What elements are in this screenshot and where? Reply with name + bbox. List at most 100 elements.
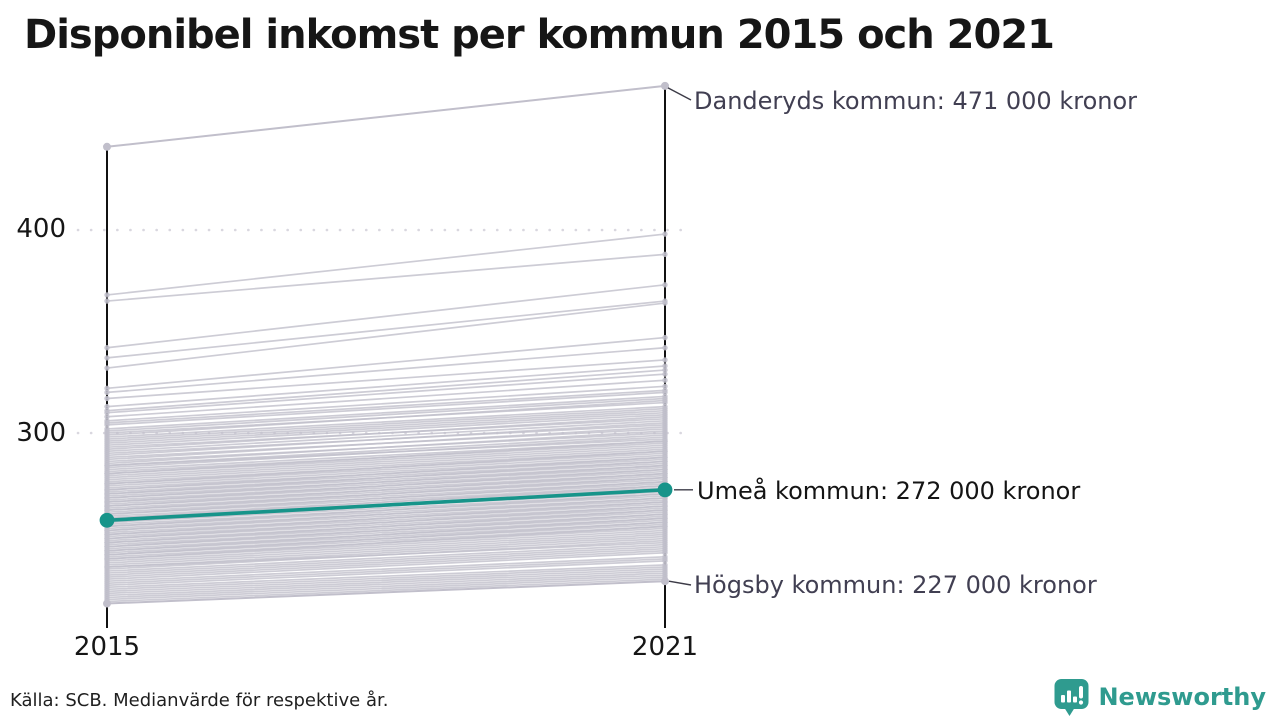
line-endpoint-2021 <box>662 334 668 341</box>
line-endpoint-2021 <box>662 448 668 454</box>
annotated-slope-line <box>106 580 666 605</box>
background-slope-line <box>106 346 666 394</box>
background-slope-line <box>106 570 666 595</box>
line-endpoint-2021 <box>662 424 668 430</box>
background-slope-line <box>106 426 666 461</box>
line-endpoint-2015 <box>104 395 110 402</box>
background-slope-line <box>106 419 666 453</box>
background-slope-line <box>106 395 666 430</box>
line-endpoint-2015 <box>104 385 110 392</box>
background-slope-line <box>106 476 666 511</box>
background-slope-line <box>106 549 666 578</box>
background-slope-line <box>106 539 666 570</box>
background-slope-line <box>106 385 666 422</box>
line-endpoint-2015 <box>104 292 110 298</box>
background-slope-line <box>106 545 666 574</box>
background-slope-line <box>106 484 666 520</box>
background-slope-line <box>106 409 666 442</box>
background-slope-line <box>106 464 666 499</box>
line-endpoint-2021 <box>662 383 668 390</box>
annotated-endpoint-2015 <box>103 142 111 151</box>
line-endpoint-2021 <box>662 470 668 477</box>
line-endpoint-2021 <box>662 414 668 420</box>
line-endpoint-2021 <box>662 345 668 351</box>
line-endpoint-2021 <box>662 434 668 440</box>
line-endpoint-2021 <box>662 499 668 505</box>
background-slope-line <box>106 399 666 436</box>
background-slope-line <box>106 574 666 599</box>
line-endpoint-2015 <box>104 389 110 396</box>
line-endpoint-2021 <box>662 511 668 517</box>
background-slope-line <box>106 558 666 585</box>
background-slope-line <box>106 551 666 581</box>
line-endpoint-2021 <box>662 558 668 564</box>
chart-title: Disponibel inkomst per kommun 2015 och 2… <box>24 12 1055 58</box>
highlight-endpoint-2021 <box>657 482 673 498</box>
line-endpoint-2015 <box>104 414 110 420</box>
background-slope-line <box>106 505 666 540</box>
background-slope-line <box>106 379 666 418</box>
annotation-hogsby: Högsby kommun: 227 000 kronor <box>694 571 1097 599</box>
line-endpoint-2021 <box>662 550 668 556</box>
background-slope-line <box>106 365 666 408</box>
annotated-slope-line <box>106 84 666 148</box>
annotated-endpoint-2021 <box>661 81 669 90</box>
background-slope-line <box>106 336 666 390</box>
line-endpoint-2021 <box>662 507 668 513</box>
line-endpoint-2021 <box>662 363 668 369</box>
background-slope-line <box>106 480 666 516</box>
background-slope-line <box>106 448 666 479</box>
background-slope-line <box>106 460 666 495</box>
background-slope-line <box>106 547 666 576</box>
background-slope-line <box>106 359 666 400</box>
background-slope-line <box>106 430 666 465</box>
background-slope-line <box>106 525 666 560</box>
background-slope-line <box>106 389 666 424</box>
line-endpoint-2021 <box>662 367 668 373</box>
line-endpoint-2021 <box>662 251 668 258</box>
background-slope-line <box>106 468 666 503</box>
background-slope-line <box>106 472 666 507</box>
line-endpoint-2015 <box>104 298 110 304</box>
background-slope-line <box>106 509 666 544</box>
annotated-endpoint-2021 <box>661 577 669 586</box>
line-endpoint-2021 <box>662 300 668 306</box>
background-slope-line <box>106 576 666 601</box>
background-slope-line <box>106 397 666 432</box>
line-endpoint-2021 <box>662 466 668 473</box>
background-slope-line <box>106 501 666 536</box>
line-endpoint-2021 <box>662 397 668 404</box>
background-slope-line <box>106 405 666 438</box>
highlight-endpoint-2015 <box>99 512 115 528</box>
background-slope-line <box>106 533 666 564</box>
line-endpoint-2021 <box>662 371 668 377</box>
background-slope-line <box>106 283 666 349</box>
line-endpoint-2015 <box>104 365 110 371</box>
background-slope-line <box>106 568 666 593</box>
x-axis-tick-2015: 2015 <box>73 632 141 662</box>
background-slope-line <box>106 450 666 485</box>
line-endpoint-2015 <box>104 403 110 410</box>
background-slope-line <box>106 373 666 414</box>
y-axis-tick-400: 400 <box>16 214 66 244</box>
newsworthy-logo-text: Newsworthy <box>1098 683 1266 711</box>
background-slope-line <box>106 497 666 532</box>
background-slope-line <box>106 253 666 302</box>
line-endpoint-2021 <box>662 458 668 465</box>
background-slope-line <box>106 560 666 587</box>
background-slope-line <box>106 436 666 469</box>
line-endpoint-2015 <box>104 355 110 361</box>
line-endpoint-2015 <box>104 410 110 416</box>
newsworthy-logo-icon <box>1054 679 1089 716</box>
background-slope-line <box>106 493 666 528</box>
line-endpoint-2021 <box>662 474 668 481</box>
line-endpoint-2021 <box>662 537 668 544</box>
newsworthy-branding: Newsworthy <box>1053 678 1266 716</box>
highlight-slope-line <box>106 488 666 523</box>
background-slope-line <box>106 564 666 589</box>
line-endpoint-2021 <box>662 503 668 509</box>
background-slope-line <box>106 233 666 296</box>
background-slope-line <box>106 440 666 475</box>
